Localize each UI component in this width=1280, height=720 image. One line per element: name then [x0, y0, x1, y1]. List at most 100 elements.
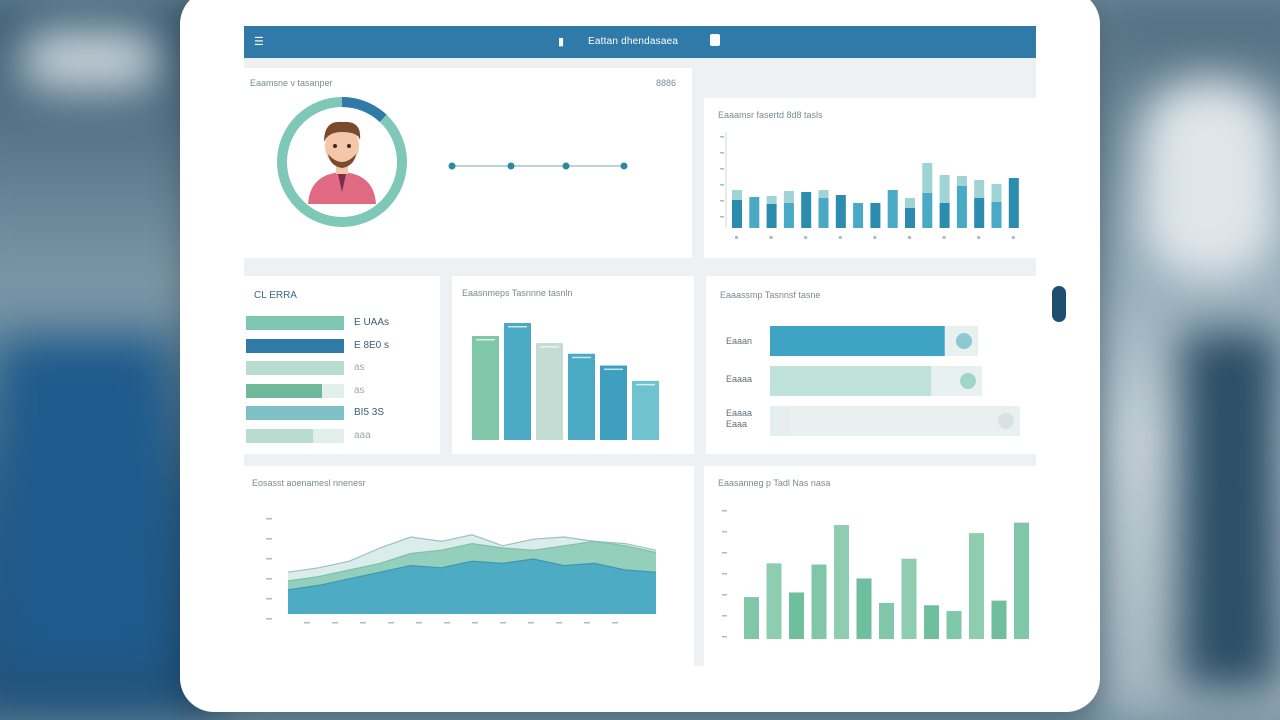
bar — [811, 564, 827, 639]
timeline-point — [448, 162, 456, 170]
progress-track — [770, 406, 1020, 436]
x-tick — [528, 622, 534, 624]
bar-highlight — [636, 383, 655, 386]
mid-bar-chart — [472, 323, 659, 440]
bottom-bar-chart-card: Eaasanneg p Tadl Nas nasa — [704, 466, 1036, 666]
bar — [974, 198, 985, 228]
x-tick — [556, 622, 562, 624]
x-tick — [769, 236, 773, 239]
bar-stack — [766, 196, 777, 204]
bar — [991, 600, 1007, 639]
y-tick — [720, 152, 724, 154]
top-bar-chart-card: Eaaamsr fasertd 8d8 tasls — [704, 98, 1036, 258]
bar — [924, 605, 939, 639]
chart-icon: ▮ — [558, 36, 565, 48]
timeline-point — [620, 162, 628, 170]
timeline-point — [507, 162, 515, 170]
stat-value: as — [354, 384, 365, 396]
x-tick — [332, 622, 338, 624]
y-tick — [266, 598, 272, 600]
x-tick — [584, 622, 590, 624]
bar-highlight — [476, 339, 495, 341]
area-chart-title: Eosasst aoenamesl nnenesr — [252, 478, 366, 488]
mid-bar-chart-card: Eaasnmeps Tasnnne tasnln — [452, 276, 694, 454]
menu-icon[interactable]: ☰ — [254, 36, 264, 48]
stat-bar-fill — [246, 383, 323, 398]
bar — [766, 204, 777, 228]
bar — [472, 336, 499, 440]
bar — [870, 203, 881, 228]
progress-fill — [770, 406, 790, 436]
progress-label: Eaaaa Eaaa — [726, 408, 753, 429]
bar — [766, 563, 782, 639]
bar — [789, 592, 804, 639]
bar — [568, 353, 595, 440]
bar-stack — [974, 180, 985, 198]
y-tick — [266, 558, 272, 560]
bar — [956, 186, 967, 228]
stat-bar-fill — [246, 316, 344, 330]
x-tick — [942, 236, 946, 239]
bottom-bar-chart — [722, 510, 1029, 639]
timeline-point — [562, 162, 570, 170]
progress-card: Eaaassmp Tasnnsf tasne Eaaan Eaaaa Eaaaa… — [706, 276, 1036, 454]
bar-highlight — [572, 356, 591, 359]
y-tick — [720, 216, 724, 218]
user-avatar-icon — [308, 121, 376, 204]
y-tick — [720, 136, 724, 138]
profile-badge: 8886 — [656, 78, 677, 88]
x-tick — [304, 622, 310, 624]
top-bar-chart-title: Eaaamsr fasertd 8d8 tasls — [718, 110, 823, 120]
bar-stack — [905, 198, 915, 208]
bar — [1014, 522, 1029, 639]
x-tick — [388, 622, 394, 624]
x-tick — [612, 622, 618, 624]
stat-bar — [246, 338, 344, 353]
document-icon[interactable] — [710, 34, 720, 46]
y-tick — [722, 510, 727, 512]
profile-card: Eaamsne v tasanper 8886 — [244, 68, 692, 258]
progress-knob-icon — [998, 413, 1014, 429]
y-tick — [266, 578, 272, 580]
x-tick — [472, 622, 478, 624]
profile-card-title: Eaamsne v tasanper — [250, 78, 333, 88]
stat-bar — [246, 316, 344, 330]
bar-stack — [991, 184, 1002, 202]
bar — [853, 203, 864, 228]
x-tick — [838, 236, 842, 239]
x-tick — [977, 236, 981, 239]
bar — [1008, 178, 1019, 228]
stat-value: aaa — [354, 429, 371, 441]
bar — [749, 197, 760, 228]
x-tick — [500, 622, 506, 624]
progress-bars — [770, 326, 1020, 436]
bar — [969, 533, 984, 639]
bar — [939, 203, 950, 228]
bar — [905, 208, 915, 228]
bar — [946, 611, 962, 639]
stat-bar-fill — [246, 406, 344, 420]
x-tick — [416, 622, 422, 624]
stat-bar — [246, 428, 344, 443]
x-tick — [1011, 236, 1015, 239]
stat-value: as — [354, 362, 365, 373]
dashboard-screen: ☰ ▮ Eattan dhendasaea Eaamsne v tasanper… — [244, 26, 1036, 666]
y-tick — [266, 538, 272, 540]
tablet-side-button[interactable] — [1052, 286, 1066, 322]
bar — [801, 192, 812, 228]
y-tick — [722, 573, 727, 575]
x-tick — [804, 236, 808, 239]
stat-bar — [246, 383, 344, 398]
stats-card-title: CL ERRA — [254, 290, 297, 301]
bar — [922, 193, 933, 228]
stat-bar — [246, 361, 344, 375]
y-tick — [266, 618, 272, 620]
bar-highlight — [508, 326, 527, 328]
bar-stack — [922, 163, 933, 193]
bar — [856, 578, 872, 639]
bar — [732, 200, 742, 228]
x-tick — [735, 236, 738, 239]
progress-fill — [770, 326, 945, 356]
bar-highlight — [540, 346, 559, 348]
y-tick — [266, 518, 272, 520]
